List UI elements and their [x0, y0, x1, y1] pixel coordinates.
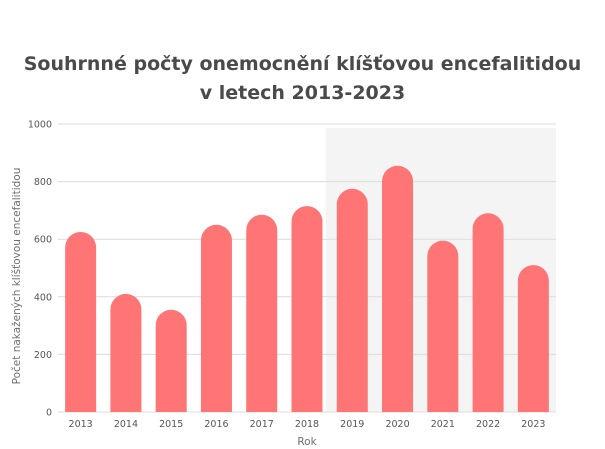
chart-title-line-1: Souhrnné počty onemocnění klíšťovou ence… — [23, 53, 582, 75]
x-tick-label: 2019 — [340, 419, 364, 430]
bar-2016 — [200, 224, 232, 412]
x-tick-label: 2018 — [295, 419, 319, 430]
x-tick-label: 2013 — [69, 419, 93, 430]
x-tick-label: 2023 — [521, 419, 545, 430]
y-tick-label: 1000 — [28, 120, 52, 131]
y-tick-label: 200 — [34, 350, 52, 361]
y-tick-label: 0 — [46, 408, 52, 419]
x-axis-label: Rok — [297, 436, 317, 448]
bar-2020 — [382, 165, 414, 412]
chart-title-line-2: v letech 2013-2023 — [199, 82, 406, 104]
y-tick-label: 400 — [34, 292, 52, 303]
x-tick-label: 2016 — [204, 419, 228, 430]
bar-2022 — [472, 213, 504, 412]
bar-2019 — [336, 188, 368, 412]
x-tick-label: 2022 — [476, 419, 500, 430]
y-tick-label: 800 — [34, 177, 52, 188]
x-tick-label: 2020 — [385, 419, 409, 430]
x-tick-label: 2015 — [159, 419, 183, 430]
y-tick-label: 600 — [34, 235, 52, 246]
bar-2015 — [155, 309, 187, 412]
bar-2017 — [246, 214, 278, 412]
bar-2021 — [427, 240, 459, 412]
bar-2023 — [517, 265, 549, 412]
x-axis-ticks: 2013 2014 2015 2016 2017 2018 2019 2020 2021 2022… — [69, 419, 546, 430]
x-tick-label: 2017 — [250, 419, 274, 430]
y-axis-label: Počet nakažených klíšťovou encefalitidou — [11, 168, 23, 385]
bars — [65, 165, 549, 412]
y-axis-ticks: 0 200 400 600 800 1000 — [28, 120, 52, 419]
bar-2013 — [65, 231, 97, 412]
x-tick-label: 2021 — [431, 419, 455, 430]
bar-2018 — [291, 206, 323, 412]
chart-title: Souhrnné počty onemocnění klíšťovou ence… — [0, 50, 605, 108]
x-tick-label: 2014 — [114, 419, 138, 430]
bar-2014 — [110, 293, 142, 412]
